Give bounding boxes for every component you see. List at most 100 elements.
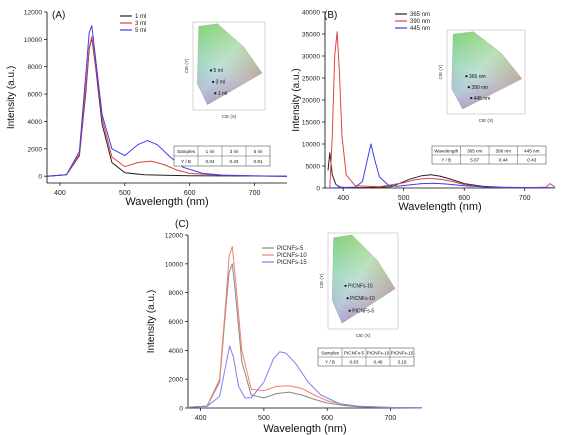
x-tick-label: 600 xyxy=(321,415,333,422)
table-header-cell: 445 nm xyxy=(524,148,539,153)
x-axis-title: Wavelength (nm) xyxy=(398,201,481,213)
cie-point-label: 5 ml xyxy=(214,68,223,74)
cie-point xyxy=(344,284,347,287)
table-value-cell: 0.63 xyxy=(350,359,359,364)
y-tick-label: 8000 xyxy=(28,64,43,71)
legend-label: PICNFs-10 xyxy=(277,253,307,259)
cie-point xyxy=(212,80,215,83)
cie-point xyxy=(348,309,351,312)
x-tick-label: 700 xyxy=(249,190,261,197)
cie-y-label: CIE (Y) xyxy=(184,58,189,73)
y-tick-label: 6000 xyxy=(169,319,184,326)
x-tick-label: 400 xyxy=(337,195,349,202)
ratio-table: Wavelength 365 nm 390 nm 445 nm Y / B 5.67 0.4… xyxy=(431,145,547,165)
panel-label: (C) xyxy=(175,219,189,230)
x-axis-title: Wavelength (nm) xyxy=(125,196,208,208)
x-tick-label: 700 xyxy=(385,415,397,422)
y-tick-label: 10000 xyxy=(165,261,183,268)
cie-point xyxy=(465,75,468,78)
cie-point-label: 390 nm xyxy=(471,85,488,91)
y-tick-label: 0 xyxy=(179,406,183,413)
table-value-cell: 0.43 xyxy=(527,157,536,162)
table-header-cell: PICNFs-15 xyxy=(391,350,414,355)
table-value-cell: 3.19 xyxy=(398,359,407,364)
panel-label: (A) xyxy=(52,10,65,21)
legend-label: 365 nm xyxy=(410,12,430,18)
y-tick-label: 30000 xyxy=(302,54,320,61)
cie-point xyxy=(214,92,217,95)
cie-y-label: CIE (Y) xyxy=(319,273,324,288)
legend-label: 5 ml xyxy=(135,28,146,34)
y-tick-label: 4000 xyxy=(169,348,184,355)
series-line-3 xyxy=(46,25,288,177)
legend: 1 ml3 ml5 ml xyxy=(120,14,146,34)
y-tick-label: 15000 xyxy=(302,120,320,127)
cie-point-label: 3 ml xyxy=(216,80,225,86)
table-header-cell: 3 ml xyxy=(230,149,239,154)
table-header-cell: Samples xyxy=(177,149,196,154)
cie-point-label: 1 ml xyxy=(218,91,227,97)
legend-label: 3 ml xyxy=(135,21,146,27)
y-axis-title: Intensity (a.u.) xyxy=(146,290,157,353)
cie-point-label: 365 nm xyxy=(469,74,486,80)
y-tick-label: 2000 xyxy=(169,377,184,384)
cie-x-label: CIE (X) xyxy=(479,118,494,123)
table-value-cell: Y / B xyxy=(441,157,451,162)
x-tick-label: 500 xyxy=(119,190,131,197)
y-tick-label: 40000 xyxy=(302,10,320,17)
y-tick-label: 5000 xyxy=(306,164,321,171)
cie-point xyxy=(346,297,349,300)
table-value-cell: Y / B xyxy=(325,359,335,364)
table-value-cell: 0.81 xyxy=(254,159,263,164)
table-value-cell: 0.44 xyxy=(499,157,508,162)
y-tick-label: 0 xyxy=(38,174,42,181)
series-line-3 xyxy=(327,143,556,189)
chart-panel-3: 400 500 600 700 0 2000 4000 6000 8000 10000 12000 W… xyxy=(146,219,423,435)
cie-gamut-overlay xyxy=(197,23,263,105)
legend-label: 1 ml xyxy=(135,14,146,20)
x-tick-label: 500 xyxy=(398,195,410,202)
y-tick-label: 25000 xyxy=(302,76,320,83)
table-header-cell: Samples xyxy=(321,350,340,355)
cie-point-label: 445 nm xyxy=(474,96,491,102)
cie-point-label: PICNFs-5 xyxy=(352,309,374,315)
table-header-cell: 1 ml xyxy=(206,149,215,154)
x-axis-title: Wavelength (nm) xyxy=(263,423,346,435)
cie-inset-frame xyxy=(192,21,266,111)
chart-panel-2: 400 500 600 700 0 5000 10000 15000 20000 25000 300… xyxy=(291,10,556,213)
cie-point-label: PICNFs-10 xyxy=(350,296,375,302)
cie-inset: CIE (X) CIE (Y) 5 ml 3 ml 1 ml xyxy=(184,21,266,119)
table-value-cell: 0.49 xyxy=(374,359,383,364)
legend-label: PICNFs-15 xyxy=(277,260,307,266)
cie-gamut-overlay xyxy=(332,234,396,324)
y-tick-label: 20000 xyxy=(302,98,320,105)
x-tick-label: 600 xyxy=(184,190,196,197)
table-value-cell: Y / B xyxy=(181,159,191,164)
panel-label: (B) xyxy=(324,10,337,21)
ratio-table: Samples 1 ml 3 ml 5 ml Y / B 0.04 0.43 0.81 xyxy=(173,145,271,167)
table-header-cell: PICNFs-5 xyxy=(344,350,365,355)
cie-y-label: CIE (Y) xyxy=(438,64,443,79)
x-tick-label: 500 xyxy=(258,415,270,422)
y-tick-label: 8000 xyxy=(169,290,184,297)
y-tick-label: 10000 xyxy=(302,142,320,149)
table-header-cell: 365 nm xyxy=(467,148,482,153)
y-tick-label: 10000 xyxy=(24,37,42,44)
cie-point xyxy=(467,86,470,89)
series-line-3 xyxy=(187,345,423,409)
cie-inset-frame xyxy=(327,232,399,330)
series-line-1 xyxy=(187,263,423,409)
x-tick-label: 600 xyxy=(458,195,470,202)
cie-inset: CIE (X) CIE (Y) PICNFs-15 PICNFs-10 PICNFs-5 xyxy=(319,232,399,338)
table-value-cell: 0.43 xyxy=(230,159,239,164)
cie-inset: CIE (X) CIE (Y) 365 nm 390 nm 445 nm xyxy=(438,29,526,123)
legend-label: 445 nm xyxy=(410,26,430,32)
chart-panel-1: 400 500 600 700 0 2000 4000 6000 8000 10000 12000 W… xyxy=(6,10,288,208)
cie-point xyxy=(209,69,213,72)
table-value-cell: 5.67 xyxy=(470,157,479,162)
y-tick-label: 4000 xyxy=(28,119,43,126)
table-header-cell: Wavelength xyxy=(434,148,459,153)
table-value-cell: 0.04 xyxy=(206,159,215,164)
